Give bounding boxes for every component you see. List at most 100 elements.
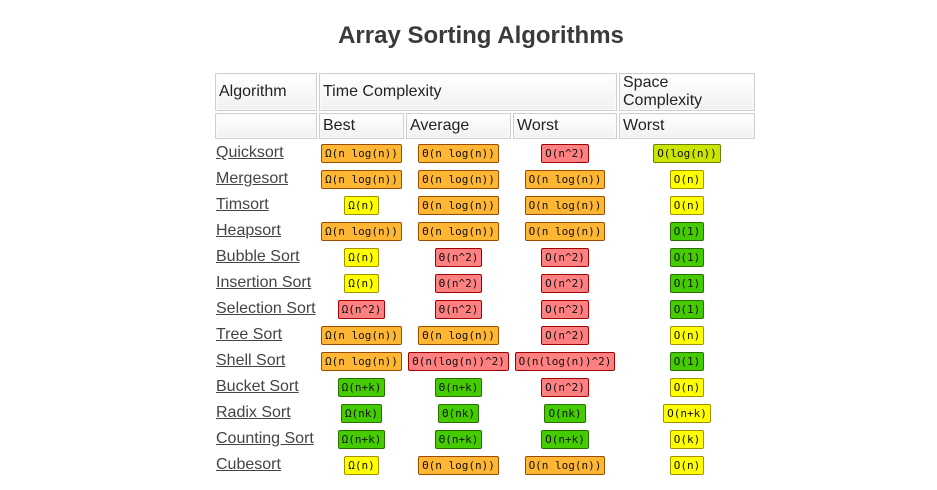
algorithm-cell: Timsort [215, 193, 317, 217]
space-cell: O(1) [619, 245, 755, 269]
algorithm-cell: Selection Sort [215, 297, 317, 321]
average-cell: Θ(n^2) [406, 271, 511, 295]
worst-cell: O(n^2) [513, 323, 617, 347]
best-cell: Ω(n^2) [319, 297, 404, 321]
algorithm-link[interactable]: Selection Sort [216, 300, 316, 317]
best-cell: Ω(n log(n)) [319, 141, 404, 165]
average-cell: Θ(n^2) [406, 245, 511, 269]
header-algorithm: Algorithm [215, 73, 317, 111]
table-row: Tree Sort Ω(n log(n)) Θ(n log(n)) O(n^2) O(n… [215, 323, 755, 347]
header-time-complexity: Time Complexity [319, 73, 617, 111]
space-cell: O(1) [619, 297, 755, 321]
best-complexity-badge: Ω(n+k) [337, 377, 386, 397]
best-cell: Ω(n) [319, 453, 404, 477]
average-complexity-badge: Θ(n^2) [434, 299, 483, 319]
header-space-worst: Worst [619, 113, 755, 139]
algorithm-cell: Tree Sort [215, 323, 317, 347]
average-cell: Θ(n log(n)) [406, 323, 511, 347]
table-row: Mergesort Ω(n log(n)) Θ(n log(n)) O(n log(n… [215, 167, 755, 191]
table-row: Heapsort Ω(n log(n)) Θ(n log(n)) O(n log(n)… [215, 219, 755, 243]
best-cell: Ω(nk) [319, 401, 404, 425]
best-complexity-badge: Ω(n) [344, 455, 379, 475]
worst-cell: O(n^2) [513, 141, 617, 165]
average-cell: Θ(n^2) [406, 297, 511, 321]
worst-cell: O(n+k) [513, 427, 617, 451]
worst-cell: O(n log(n)) [513, 193, 617, 217]
average-cell: Θ(n log(n)) [406, 453, 511, 477]
average-cell: Θ(n log(n)) [406, 167, 511, 191]
space-complexity-badge: O(log(n)) [653, 143, 721, 163]
average-cell: Θ(n log(n)) [406, 141, 511, 165]
space-cell: O(n) [619, 193, 755, 217]
worst-cell: O(n^2) [513, 375, 617, 399]
table-body: Quicksort Ω(n log(n)) Θ(n log(n)) O(n^2) O(l… [215, 141, 755, 477]
table-row: Quicksort Ω(n log(n)) Θ(n log(n)) O(n^2) O(l… [215, 141, 755, 165]
worst-complexity-badge: O(n^2) [541, 325, 589, 345]
space-cell: O(log(n)) [619, 141, 755, 165]
space-complexity-badge: O(1) [669, 299, 705, 319]
worst-complexity-badge: O(n log(n)) [524, 169, 606, 189]
algorithm-cell: Cubesort [215, 453, 317, 477]
best-complexity-badge: Ω(n log(n)) [321, 325, 402, 345]
space-complexity-badge: O(n) [669, 195, 705, 215]
best-cell: Ω(n+k) [319, 375, 404, 399]
worst-complexity-badge: O(n(log(n))^2) [514, 351, 616, 371]
space-cell: O(1) [619, 219, 755, 243]
space-cell: O(n) [619, 453, 755, 477]
average-cell: Θ(n+k) [406, 375, 511, 399]
table-row: Insertion Sort Ω(n) Θ(n^2) O(n^2) O(1) [215, 271, 755, 295]
best-cell: Ω(n) [319, 193, 404, 217]
average-complexity-badge: Θ(n log(n)) [418, 221, 499, 241]
table-header: Algorithm Time Complexity Space Complexi… [215, 73, 755, 139]
worst-complexity-badge: O(n log(n)) [524, 455, 606, 475]
algorithm-cell: Radix Sort [215, 401, 317, 425]
average-complexity-badge: Θ(n log(n)) [418, 143, 499, 163]
table-row: Timsort Ω(n) Θ(n log(n)) O(n log(n)) O(n) [215, 193, 755, 217]
worst-complexity-badge: O(n log(n)) [524, 195, 606, 215]
algorithm-link[interactable]: Tree Sort [216, 326, 283, 343]
best-complexity-badge: Ω(n^2) [337, 299, 386, 319]
header-best: Best [319, 113, 404, 139]
best-cell: Ω(n log(n)) [319, 219, 404, 243]
algorithm-link[interactable]: Quicksort [216, 144, 284, 161]
space-cell: O(n) [619, 375, 755, 399]
worst-complexity-badge: O(n+k) [541, 429, 589, 449]
algorithm-link[interactable]: Timsort [216, 196, 269, 213]
algorithm-link[interactable]: Insertion Sort [216, 274, 312, 291]
algorithm-cell: Shell Sort [215, 349, 317, 373]
worst-complexity-badge: O(n^2) [541, 299, 589, 319]
space-complexity-badge: O(1) [669, 273, 705, 293]
best-complexity-badge: Ω(n) [344, 273, 379, 293]
algorithm-cell: Heapsort [215, 219, 317, 243]
best-cell: Ω(n+k) [319, 427, 404, 451]
best-cell: Ω(n log(n)) [319, 323, 404, 347]
algorithm-link[interactable]: Bubble Sort [216, 248, 300, 265]
space-complexity-badge: O(n) [669, 455, 705, 475]
worst-cell: O(nk) [513, 401, 617, 425]
space-complexity-badge: O(1) [669, 247, 705, 267]
header-worst: Worst [513, 113, 617, 139]
worst-complexity-badge: O(nk) [544, 403, 586, 423]
table-row: Counting Sort Ω(n+k) Θ(n+k) O(n+k) O(k) [215, 427, 755, 451]
algorithm-link[interactable]: Cubesort [216, 456, 281, 473]
average-cell: Θ(nk) [406, 401, 511, 425]
algorithm-link[interactable]: Shell Sort [216, 352, 286, 369]
worst-complexity-badge: O(n^2) [541, 143, 589, 163]
table-row: Cubesort Ω(n) Θ(n log(n)) O(n log(n)) O(n) [215, 453, 755, 477]
average-cell: Θ(n log(n)) [406, 193, 511, 217]
average-complexity-badge: Θ(n log(n)) [418, 455, 499, 475]
algorithm-link[interactable]: Bucket Sort [216, 378, 299, 395]
space-cell: O(n) [619, 167, 755, 191]
average-complexity-badge: Θ(n log(n)) [418, 325, 499, 345]
table-row: Shell Sort Ω(n log(n)) Θ(n(log(n))^2) O(n(l… [215, 349, 755, 373]
best-cell: Ω(n) [319, 245, 404, 269]
algorithm-link[interactable]: Counting Sort [216, 430, 314, 447]
space-complexity-badge: O(k) [669, 429, 705, 449]
algorithm-cell: Counting Sort [215, 427, 317, 451]
average-complexity-badge: Θ(n^2) [434, 273, 483, 293]
best-complexity-badge: Ω(n log(n)) [321, 143, 402, 163]
algorithm-link[interactable]: Radix Sort [216, 404, 291, 421]
algorithm-link[interactable]: Mergesort [216, 170, 289, 187]
average-complexity-badge: Θ(n+k) [434, 429, 483, 449]
algorithm-link[interactable]: Heapsort [216, 222, 281, 239]
